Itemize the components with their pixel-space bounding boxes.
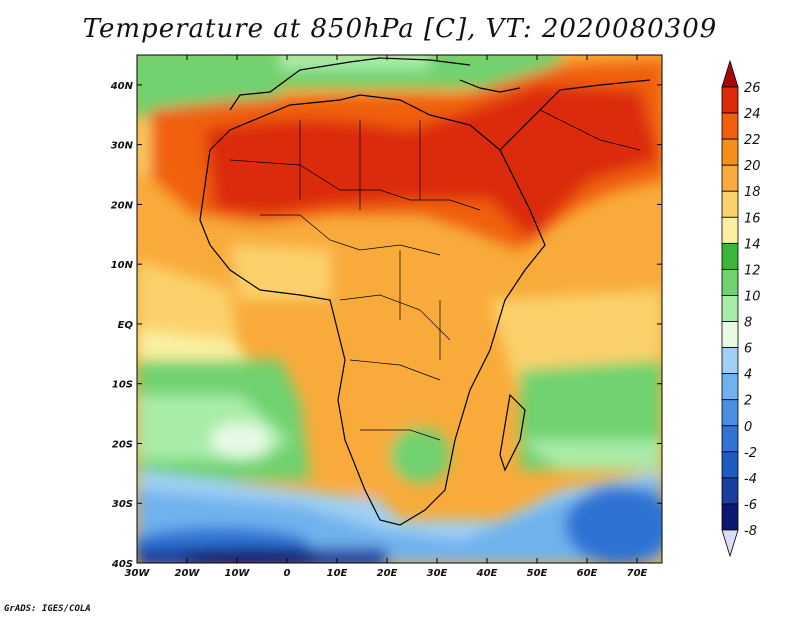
lat-tick-label: 10N bbox=[111, 260, 134, 271]
colorbar-segment bbox=[721, 112, 739, 140]
map-frame bbox=[136, 54, 663, 564]
temperature-field bbox=[137, 55, 662, 563]
colorbar-segment bbox=[721, 269, 739, 296]
colorbar-label: 8 bbox=[744, 316, 752, 331]
colorbar-label: 10 bbox=[744, 289, 761, 304]
lon-tick-label: 30W bbox=[125, 568, 151, 579]
lat-tick-label: 40S bbox=[111, 559, 133, 570]
lat-tick-label: 30N bbox=[111, 141, 134, 152]
colorbar-label: 4 bbox=[744, 368, 752, 383]
longitude-axis: 30W 20W 10W 0 10E 20E 30E 40E 50E 60E 70E bbox=[125, 55, 648, 579]
lat-tick-label: 30S bbox=[112, 499, 133, 510]
lon-tick-label: 50E bbox=[527, 568, 548, 579]
colorbar-label: -8 bbox=[744, 524, 757, 539]
coastlines bbox=[199, 57, 651, 526]
latitude-axis: 40N 30N 20N 10N EQ 10S 20S 30S 40S bbox=[110, 81, 662, 570]
colorbar-top-arrow bbox=[721, 59, 739, 88]
colorbar-label: 2 bbox=[744, 394, 752, 409]
colorbar-label: 18 bbox=[744, 185, 761, 200]
lat-tick-label: 20S bbox=[112, 439, 133, 450]
colorbar-bottom-arrow bbox=[721, 529, 739, 558]
lon-tick-label: 30E bbox=[427, 568, 448, 579]
colorbar-segment bbox=[721, 164, 739, 192]
lon-tick-label: 10W bbox=[225, 568, 251, 579]
lon-tick-label: 20W bbox=[175, 568, 201, 579]
colorbar-label: -6 bbox=[744, 498, 757, 513]
borders bbox=[229, 109, 641, 441]
colorbar-segment bbox=[721, 451, 739, 479]
lat-tick-label: EQ bbox=[118, 320, 134, 331]
lat-tick-label: 10S bbox=[112, 380, 133, 391]
colorbar-segment bbox=[721, 242, 739, 270]
colorbar-label: 16 bbox=[744, 211, 761, 226]
colorbar-segment bbox=[721, 86, 739, 114]
colorbar-label: 12 bbox=[744, 263, 761, 278]
lon-tick-label: 10E bbox=[327, 568, 348, 579]
map-title: Temperature at 850hPa [C], VT: 202008030… bbox=[82, 14, 718, 44]
colorbar-label: 20 bbox=[744, 159, 761, 174]
lon-tick-label: 20E bbox=[377, 568, 398, 579]
colorbar-segment bbox=[721, 216, 739, 244]
lon-tick-label: 40E bbox=[476, 568, 498, 579]
colorbar-label: 0 bbox=[744, 420, 752, 435]
colorbar-segment bbox=[721, 138, 739, 166]
lat-tick-label: 20N bbox=[111, 200, 134, 211]
colorbar-label: -4 bbox=[744, 472, 757, 487]
colorbar-segment bbox=[721, 503, 739, 531]
colorbar-label: 6 bbox=[744, 342, 752, 357]
colorbar-segment bbox=[721, 425, 739, 453]
colorbar-label: 22 bbox=[744, 133, 761, 148]
colorbar-segment bbox=[721, 477, 739, 505]
colorbar-segment bbox=[721, 373, 739, 401]
colorbar-segment bbox=[721, 321, 739, 348]
colorbar-segment bbox=[721, 399, 739, 427]
colorbar-label: 26 bbox=[744, 81, 761, 96]
lon-tick-label: 0 bbox=[284, 568, 291, 579]
lon-tick-label: 70E bbox=[627, 568, 648, 579]
colorbar-segment bbox=[721, 190, 739, 218]
colorbar-segment bbox=[721, 295, 739, 322]
colorbar-label: 24 bbox=[744, 107, 761, 122]
colorbar-label: -2 bbox=[744, 446, 757, 461]
lon-tick-label: 60E bbox=[577, 568, 598, 579]
grads-credit: GrADS: IGES/COLA bbox=[4, 604, 91, 614]
colorbar-segment bbox=[721, 347, 739, 375]
colorbar-label: 14 bbox=[744, 237, 761, 252]
lat-tick-label: 40N bbox=[110, 81, 134, 92]
